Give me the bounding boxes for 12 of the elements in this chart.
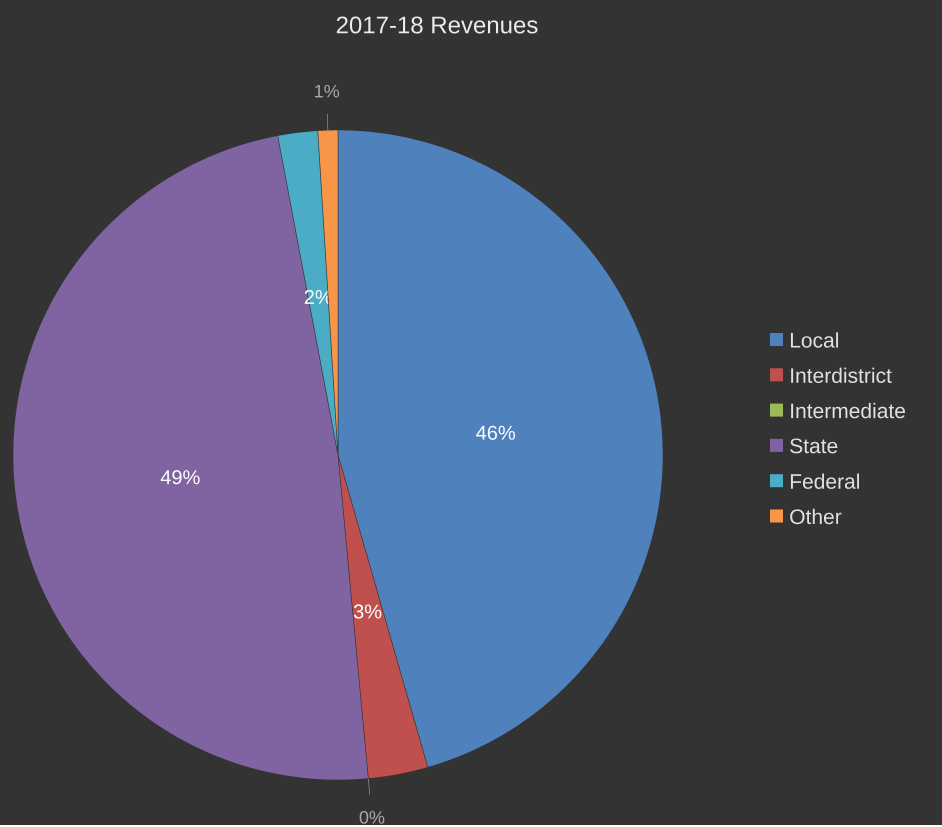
data-label: 1% [315, 84, 340, 98]
legend-label: Other [790, 508, 842, 524]
data-label: 46% [476, 426, 515, 440]
legend-label: Intermediate [791, 402, 905, 418]
legend-label: State [790, 438, 838, 454]
legend-label: Federal [790, 473, 859, 489]
legend-label: Interdistrict [791, 368, 892, 383]
text: 0% [360, 810, 384, 824]
chart-title: 2017-18 Revenues [336, 16, 538, 34]
data-label: 3% [354, 604, 382, 619]
legend-label: Local [790, 332, 838, 348]
data-label: 49% [160, 470, 200, 484]
